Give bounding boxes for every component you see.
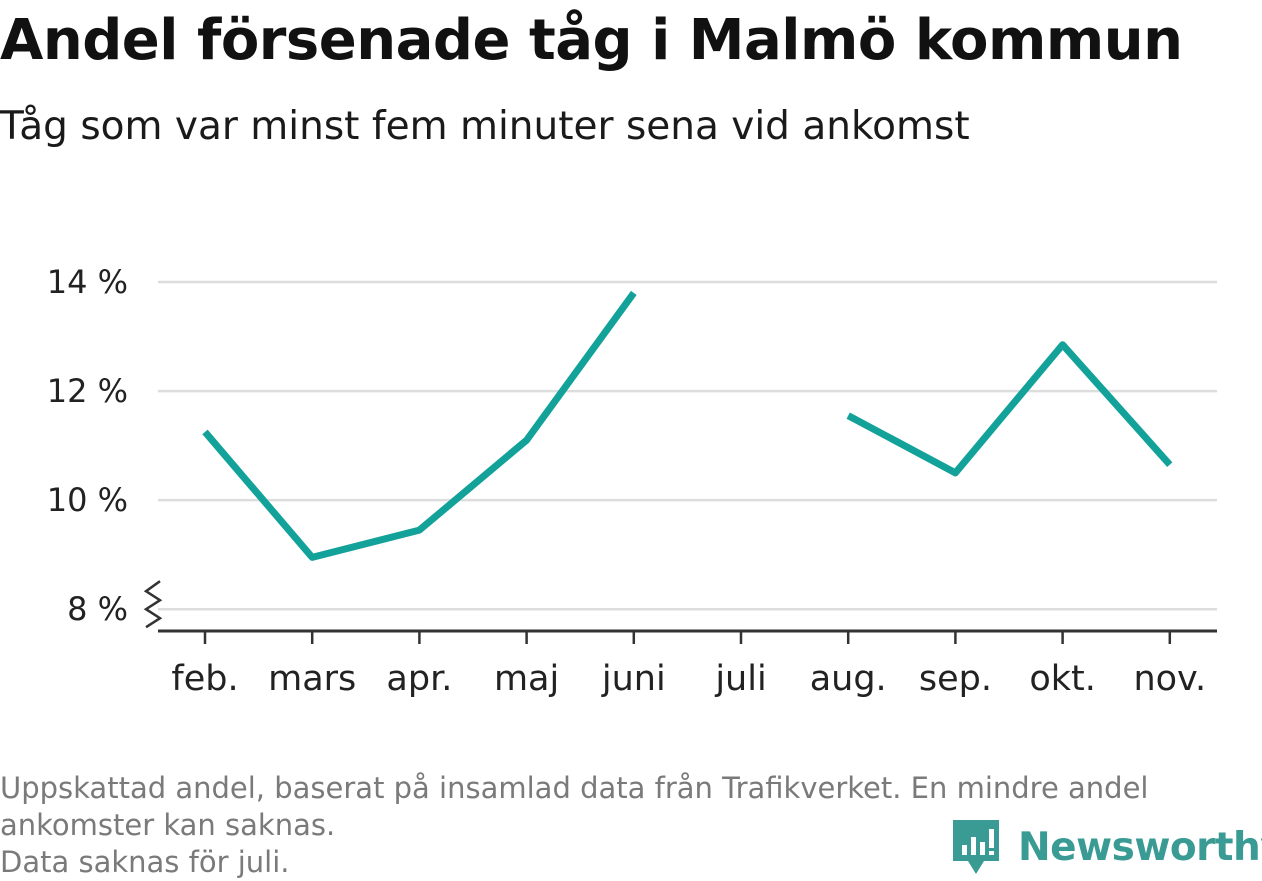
x-tick-label: nov. <box>1133 659 1206 699</box>
y-tick-label: 8 % <box>67 590 128 628</box>
x-tick-label: okt. <box>1029 659 1096 699</box>
x-tick-label: juli <box>714 659 766 699</box>
newsworthy-logo-icon <box>950 817 1002 877</box>
y-tick-label: 12 % <box>47 372 128 410</box>
y-tick-label: 14 % <box>47 263 128 301</box>
x-tick-label: aug. <box>810 659 887 699</box>
x-tick-label: sep. <box>919 659 992 699</box>
brand-name: Newsworthy <box>1018 825 1262 870</box>
footnote-line-1: Uppskattad andel, baserat på insamlad da… <box>0 770 1250 807</box>
y-axis-tick-labels: 8 % 10 % 12 % 14 % <box>47 263 128 628</box>
x-tick-label: apr. <box>386 659 452 699</box>
x-axis <box>146 581 1217 644</box>
series-line-segment-2 <box>848 345 1170 473</box>
newsworthy-brand: Newsworthy <box>950 818 1262 876</box>
x-tick-label: maj <box>494 659 559 699</box>
grid-lines <box>158 282 1217 609</box>
x-axis-tick-labels: feb. mars apr. maj juni juli aug. sep. okt. nov. <box>171 659 1206 699</box>
series-line-segment-1 <box>205 293 634 557</box>
series-lines <box>205 293 1170 557</box>
y-tick-label: 10 % <box>47 481 128 519</box>
axis-break-icon <box>146 581 160 627</box>
x-tick-label: feb. <box>171 659 238 699</box>
x-tick-label: juni <box>601 659 666 699</box>
x-tick-label: mars <box>268 659 356 699</box>
